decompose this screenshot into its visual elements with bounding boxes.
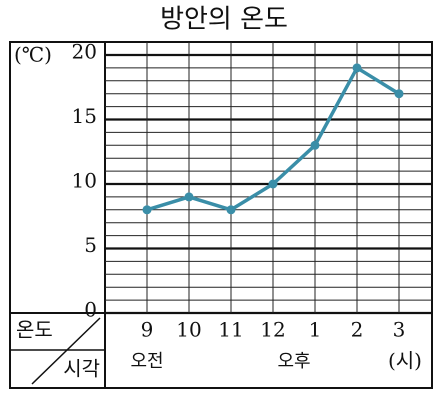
x-tick-label: 1 — [309, 318, 322, 342]
x-tick-label: 12 — [260, 318, 285, 342]
point — [142, 205, 152, 215]
point — [226, 205, 236, 215]
point — [394, 89, 404, 99]
y-tick-label: 15 — [72, 104, 97, 128]
x-unit: (시) — [388, 349, 422, 373]
point — [352, 63, 362, 73]
x-tick-label: 3 — [393, 318, 406, 342]
y-tick-label: 5 — [84, 233, 97, 257]
period-label: 오후 — [277, 351, 310, 372]
x-tick-label: 9 — [141, 318, 154, 342]
row-header: 온도 — [16, 318, 53, 342]
frame — [9, 41, 433, 389]
x-tick-label: 10 — [176, 318, 201, 342]
point — [268, 179, 278, 189]
point — [310, 140, 320, 150]
x-tick-label: 11 — [218, 318, 243, 342]
cell-diagonal — [31, 317, 101, 385]
row-header: 시각 — [63, 357, 100, 381]
chart-title: 방안의 온도 — [160, 5, 288, 35]
y-tick-label: 0 — [84, 298, 97, 322]
y-unit: (℃) — [14, 43, 52, 67]
point — [184, 192, 194, 202]
period-label: 오전 — [130, 351, 163, 372]
y-tick-label: 20 — [72, 40, 97, 64]
y-tick-label: 10 — [72, 169, 97, 193]
x-tick-label: 2 — [351, 318, 364, 342]
